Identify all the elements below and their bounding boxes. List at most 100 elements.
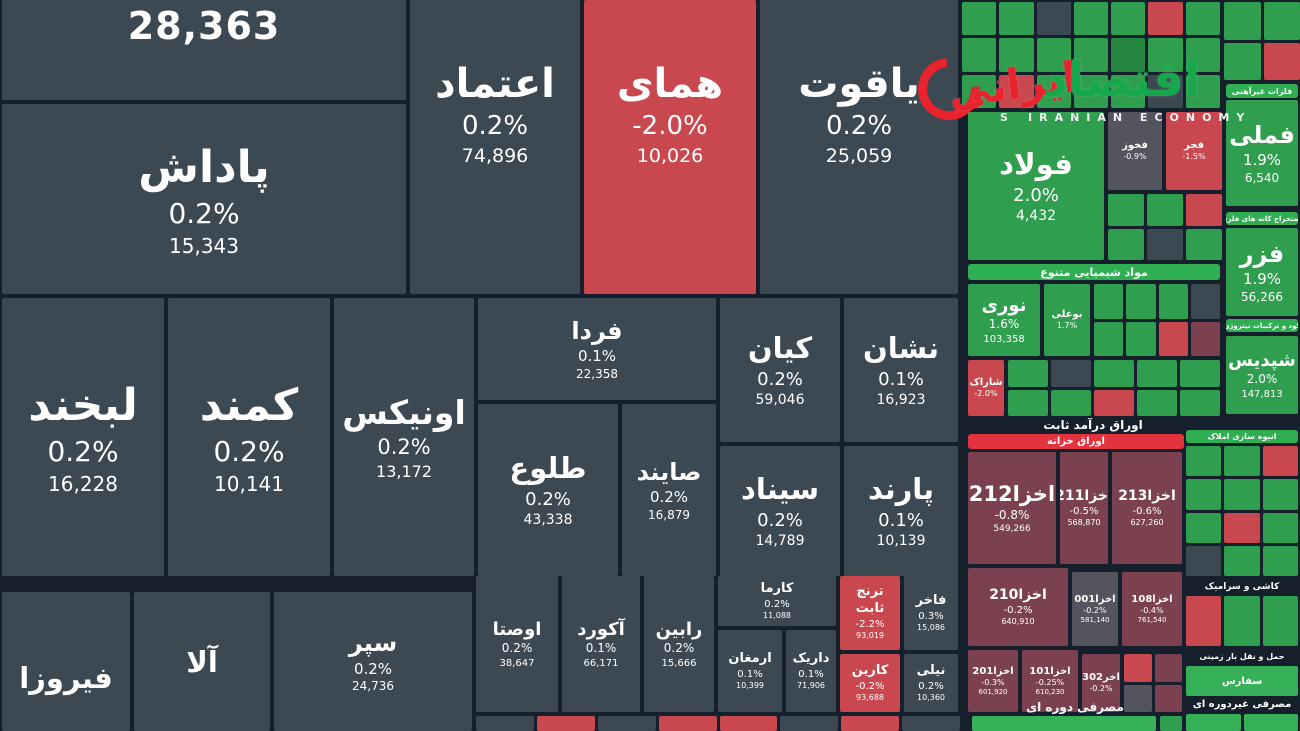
micro-tile-1-1[interactable] bbox=[1263, 2, 1300, 40]
micro-tile-6-1[interactable] bbox=[1224, 596, 1260, 646]
micro-tile-0-17[interactable] bbox=[1073, 74, 1109, 108]
micro-tile-0-12[interactable] bbox=[1148, 38, 1183, 72]
micro-tile-8-7[interactable] bbox=[902, 716, 960, 731]
micro-tile-4-3[interactable] bbox=[1137, 360, 1177, 387]
tile-ala[interactable]: آلا bbox=[134, 592, 270, 731]
tile-buali[interactable]: بوعلی 1.7% bbox=[1044, 284, 1090, 356]
micro-tile-5-5[interactable] bbox=[1262, 479, 1298, 510]
micro-tile-0-3[interactable] bbox=[1073, 2, 1109, 36]
tile-rabin[interactable]: رابین 0.2% 15,666 bbox=[644, 576, 714, 712]
micro-tile-5-1[interactable] bbox=[1224, 446, 1260, 477]
micro-tile-5-10[interactable] bbox=[1224, 545, 1260, 576]
tile-darik[interactable]: داریک 0.1% 71,906 bbox=[786, 630, 836, 712]
micro-tile-11-1[interactable] bbox=[1243, 714, 1298, 731]
micro-tile-0-7[interactable] bbox=[962, 38, 997, 72]
micro-tile-0-14[interactable] bbox=[962, 74, 997, 108]
tile-separ[interactable]: سپر 0.2% 24,736 bbox=[274, 592, 472, 731]
micro-tile-4-9[interactable] bbox=[1180, 389, 1220, 416]
tile-sefars[interactable]: سفارس bbox=[1186, 666, 1298, 696]
tile-akhza201[interactable]: اخزا201 -0.3% 601,920 bbox=[968, 650, 1018, 712]
micro-tile-8-4[interactable] bbox=[719, 716, 778, 731]
tile-karma[interactable]: کارما 0.2% 11,088 bbox=[718, 576, 836, 626]
tile-tolu[interactable]: طلوع 0.2% 43,338 bbox=[478, 404, 618, 576]
tile-sayand[interactable]: صایند 0.2% 16,879 bbox=[622, 404, 716, 576]
micro-tile-7-3[interactable] bbox=[1154, 684, 1182, 712]
tile-kamand[interactable]: کمند 0.2% 10,141 bbox=[168, 298, 330, 576]
tile-fakher[interactable]: فاخر 0.3% 15,086 bbox=[904, 576, 958, 650]
tile-sinad[interactable]: سیناد 0.2% 14,789 bbox=[720, 446, 840, 576]
micro-tile-4-7[interactable] bbox=[1094, 389, 1134, 416]
tile-foolad[interactable]: فولاد 2.0% 4,432 bbox=[968, 112, 1104, 260]
micro-tile-2-3[interactable] bbox=[1108, 228, 1144, 260]
tile-firouza[interactable]: فیروزا bbox=[2, 592, 130, 731]
micro-tile-2-4[interactable] bbox=[1147, 228, 1183, 260]
micro-tile-3-6[interactable] bbox=[1158, 321, 1188, 356]
tile-etemad[interactable]: اعتماد 0.2% 74,896 bbox=[410, 0, 580, 294]
micro-tile-4-8[interactable] bbox=[1137, 389, 1177, 416]
micro-tile-3-2[interactable] bbox=[1158, 284, 1188, 319]
micro-tile-2-5[interactable] bbox=[1186, 228, 1222, 260]
micro-tile-2-1[interactable] bbox=[1147, 194, 1183, 226]
tile-parand[interactable]: پارند 0.1% 10,139 bbox=[844, 446, 958, 576]
tile-osta[interactable]: اوصتا 0.2% 38,647 bbox=[476, 576, 558, 712]
micro-tile-7-0[interactable] bbox=[1124, 654, 1152, 682]
micro-tile-9-0[interactable] bbox=[972, 716, 1156, 731]
micro-tile-3-1[interactable] bbox=[1126, 284, 1156, 319]
tile-nouri[interactable]: نوری 1.6% 103,358 bbox=[968, 284, 1040, 356]
micro-tile-3-3[interactable] bbox=[1190, 284, 1220, 319]
micro-tile-4-6[interactable] bbox=[1051, 389, 1091, 416]
micro-tile-8-2[interactable] bbox=[597, 716, 656, 731]
tile-padash[interactable]: پاداش 0.2% 15,343 bbox=[2, 104, 406, 294]
micro-tile-1-0[interactable] bbox=[1224, 2, 1261, 40]
micro-tile-6-2[interactable] bbox=[1262, 596, 1298, 646]
tile-toranj-sabet[interactable]: ترنج ثابت -2.2% 93,019 bbox=[840, 576, 900, 650]
micro-tile-8-6[interactable] bbox=[841, 716, 900, 731]
micro-tile-3-0[interactable] bbox=[1094, 284, 1124, 319]
micro-tile-6-0[interactable] bbox=[1186, 596, 1222, 646]
micro-tile-4-0[interactable] bbox=[1008, 360, 1048, 387]
micro-tile-4-2[interactable] bbox=[1094, 360, 1134, 387]
micro-tile-0-18[interactable] bbox=[1111, 74, 1146, 108]
micro-tile-0-8[interactable] bbox=[999, 38, 1034, 72]
micro-tile-7-2[interactable] bbox=[1124, 684, 1152, 712]
micro-tile-5-8[interactable] bbox=[1262, 512, 1298, 543]
micro-tile-10-0[interactable] bbox=[1160, 716, 1182, 731]
micro-tile-5-6[interactable] bbox=[1186, 512, 1222, 543]
micro-tile-7-1[interactable] bbox=[1154, 654, 1182, 682]
tile-akord[interactable]: آکورد 0.1% 66,171 bbox=[562, 576, 640, 712]
micro-tile-0-1[interactable] bbox=[999, 2, 1034, 36]
micro-tile-0-13[interactable] bbox=[1185, 38, 1220, 72]
micro-tile-1-2[interactable] bbox=[1224, 42, 1261, 80]
micro-tile-0-10[interactable] bbox=[1073, 38, 1109, 72]
tile-fazar[interactable]: فزر 1.9% 56,266 bbox=[1226, 228, 1298, 316]
micro-tile-3-5[interactable] bbox=[1126, 321, 1156, 356]
tile-yaghut[interactable]: یاقوت 0.2% 25,059 bbox=[760, 0, 958, 294]
tile-akhza108[interactable]: اخزا108 -0.4% 761,540 bbox=[1122, 572, 1182, 646]
tile-akhza212[interactable]: اخزا212 -0.8% 549,266 bbox=[968, 452, 1056, 564]
micro-tile-5-9[interactable] bbox=[1186, 545, 1222, 576]
tile-kian[interactable]: کیان 0.2% 59,046 bbox=[720, 298, 840, 442]
tile-akhza101[interactable]: اخزا101 -0.25% 610,230 bbox=[1022, 650, 1078, 712]
tile-labkhand[interactable]: لبخند 0.2% 16,228 bbox=[2, 298, 164, 576]
micro-tile-1-3[interactable] bbox=[1263, 42, 1300, 80]
tile-index[interactable]: 28,363 bbox=[2, 0, 406, 100]
micro-tile-8-1[interactable] bbox=[536, 716, 595, 731]
micro-tile-2-0[interactable] bbox=[1108, 194, 1144, 226]
tile-akhza211[interactable]: اخزا211-0.5%568,870 bbox=[1060, 452, 1108, 564]
tile-karin[interactable]: کارین -0.2% 93,688 bbox=[840, 654, 900, 712]
micro-tile-4-5[interactable] bbox=[1008, 389, 1048, 416]
tile-nili[interactable]: نیلی 0.2% 10,360 bbox=[904, 654, 958, 712]
micro-tile-0-20[interactable] bbox=[1185, 74, 1220, 108]
micro-tile-4-1[interactable] bbox=[1051, 360, 1091, 387]
micro-tile-8-3[interactable] bbox=[658, 716, 717, 731]
tile-neshan[interactable]: نشان 0.1% 16,923 bbox=[844, 298, 958, 442]
tile-akhza213[interactable]: اخزا213 -0.6% 627,260 bbox=[1112, 452, 1182, 564]
micro-tile-0-19[interactable] bbox=[1148, 74, 1183, 108]
tile-farda[interactable]: فردا 0.1% 22,358 bbox=[478, 298, 716, 400]
tile-fajr[interactable]: فجر -1.5% bbox=[1166, 112, 1222, 190]
micro-tile-0-4[interactable] bbox=[1111, 2, 1146, 36]
micro-tile-0-2[interactable] bbox=[1036, 2, 1071, 36]
tile-sharak[interactable]: شاراک -2.0% bbox=[968, 360, 1004, 416]
micro-tile-0-0[interactable] bbox=[962, 2, 997, 36]
micro-tile-5-3[interactable] bbox=[1186, 479, 1222, 510]
